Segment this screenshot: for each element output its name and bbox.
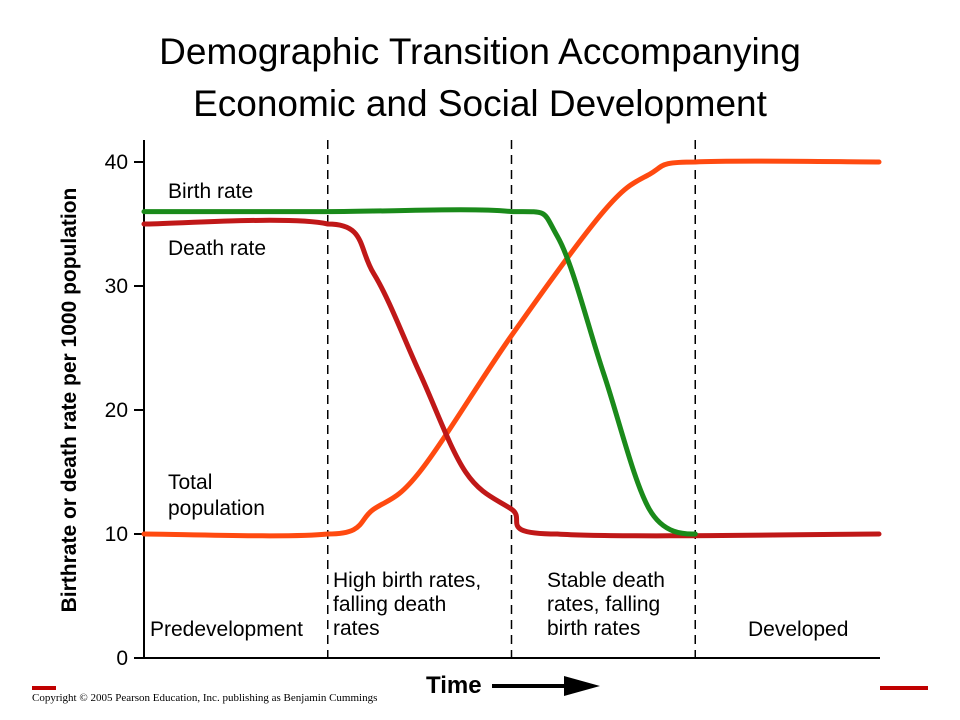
series-label-birth-rate-line-1: Birth rate [168,180,253,203]
series-line-total-population [141,158,882,539]
phase-label-1-line-1: Predevelopment [150,618,303,641]
chart-title: Demographic Transition Accompanying Econ… [0,26,960,130]
series-label-death-rate-line-1: Death rate [168,237,266,260]
series-label-birth-rate: Birth rate [168,180,253,203]
phase-label-3: Stable death rates, falling birth rates [547,569,665,640]
time-arrow-icon [564,676,600,696]
y-tick-label-0: 0 [116,647,128,670]
series-label-total-population-line-2: population [168,497,265,520]
accent-bar-right [880,686,928,690]
y-tick-label-20: 20 [105,399,128,422]
phase-label-1: Predevelopment [150,618,303,641]
phase-label-4-line-1: Developed [748,618,848,641]
x-axis-label: Time [426,672,482,699]
phase-label-2-line-3: rates [333,617,380,640]
phase-label-3-line-1: Stable death [547,569,665,592]
phase-label-3-line-2: rates, falling [547,593,660,616]
phase-label-2-line-2: falling death [333,593,446,616]
y-tick-label-40: 40 [105,151,128,174]
series-line-death-rate [141,217,882,539]
y-tick-label-30: 30 [105,275,128,298]
title-line-2: Economic and Social Development [193,83,767,124]
phase-label-4: Developed [748,618,848,641]
title-line-1: Demographic Transition Accompanying [159,31,801,72]
y-axis-label: Birthrate or death rate per 1000 populat… [58,187,81,613]
phase-label-2-line-1: High birth rates, [333,569,481,592]
series-line-birth-rate [141,207,698,537]
phase-label-3-line-3: birth rates [547,617,640,640]
series-label-total-population: Total population [168,471,265,520]
accent-bar-left [32,686,56,690]
phase-label-2: High birth rates, falling death rates [333,569,481,640]
series-label-death-rate: Death rate [168,237,266,260]
series-label-total-population-line-1: Total [168,471,212,494]
copyright-text: Copyright © 2005 Pearson Education, Inc.… [32,692,378,704]
y-tick-label-10: 10 [105,523,128,546]
